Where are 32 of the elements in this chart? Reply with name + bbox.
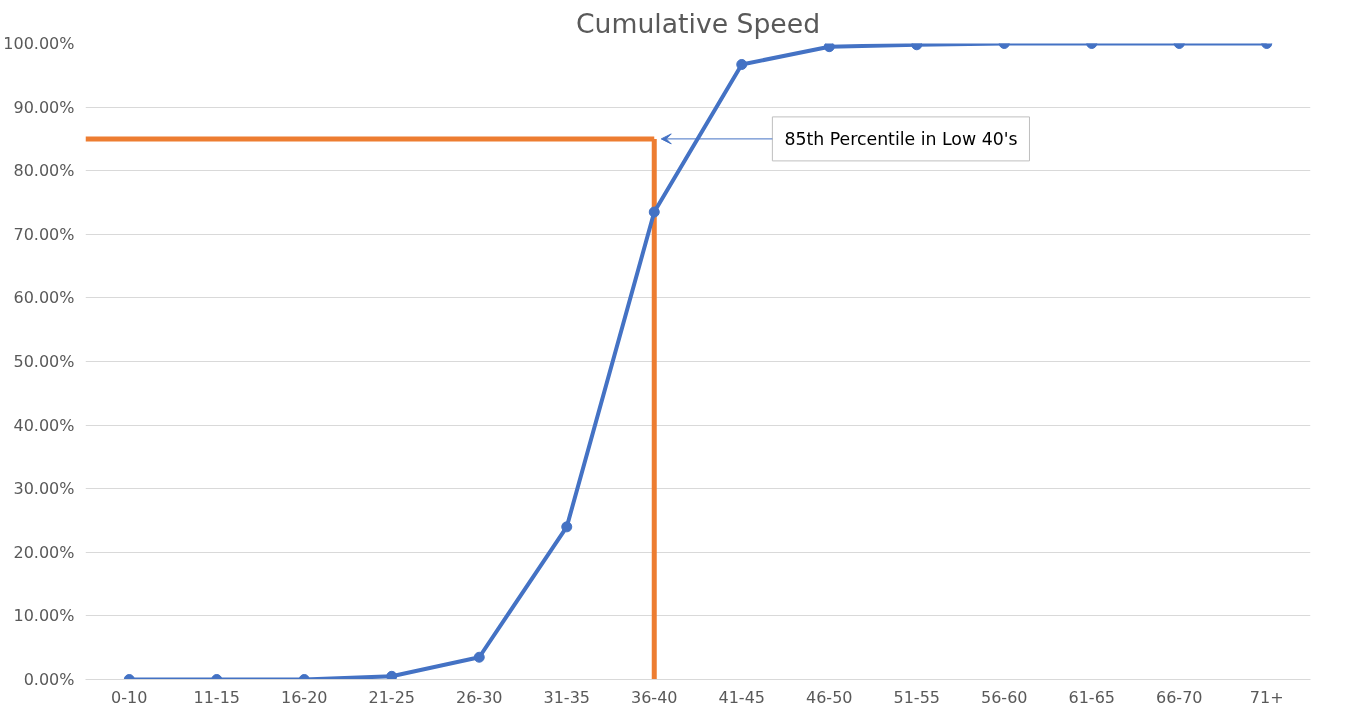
chart-title: Cumulative Speed: [575, 7, 821, 39]
point: [561, 521, 573, 533]
y-tick-label: 60.00%: [13, 288, 75, 308]
x-tick-label: 56-60: [981, 687, 1028, 707]
y-tick-label: 90.00%: [13, 97, 75, 117]
x-tick-label: 11-15: [193, 687, 240, 707]
x-tick-label: 66-70: [1156, 687, 1203, 707]
y-tick-label: 0.00%: [23, 670, 75, 689]
x-tick-label: 71+: [1249, 687, 1284, 707]
x-tick-label: 31-35: [543, 687, 590, 707]
x-tick-label: 51-55: [893, 687, 940, 707]
annotation: 85th Percentile in Low 40's: [784, 128, 1018, 149]
x-tick-label: 36-40: [631, 687, 678, 707]
y-tick-label: 50.00%: [13, 352, 75, 371]
y-tick-label: 20.00%: [13, 542, 75, 562]
point: [823, 43, 835, 53]
x-tick-label: 61-65: [1068, 687, 1115, 707]
point: [473, 651, 485, 663]
y-tick-label: 100.00%: [3, 34, 75, 53]
x-tick-label: 26-30: [456, 687, 503, 707]
y-tick-label: 30.00%: [13, 479, 75, 499]
y-tick-label: 10.00%: [13, 606, 75, 626]
y-tick-label: 40.00%: [13, 415, 75, 435]
y-tick-label: 80.00%: [13, 161, 75, 181]
x-tick-label: 21-25: [368, 687, 415, 707]
x-tick-label: 0-10: [111, 687, 148, 707]
x-tick-label: 46-50: [806, 687, 853, 707]
point: [386, 670, 398, 680]
point: [648, 206, 660, 218]
x-tick-label: 16-20: [281, 687, 328, 707]
y-tick-label: 70.00%: [13, 224, 75, 244]
x-tick-label: 41-45: [718, 687, 765, 707]
